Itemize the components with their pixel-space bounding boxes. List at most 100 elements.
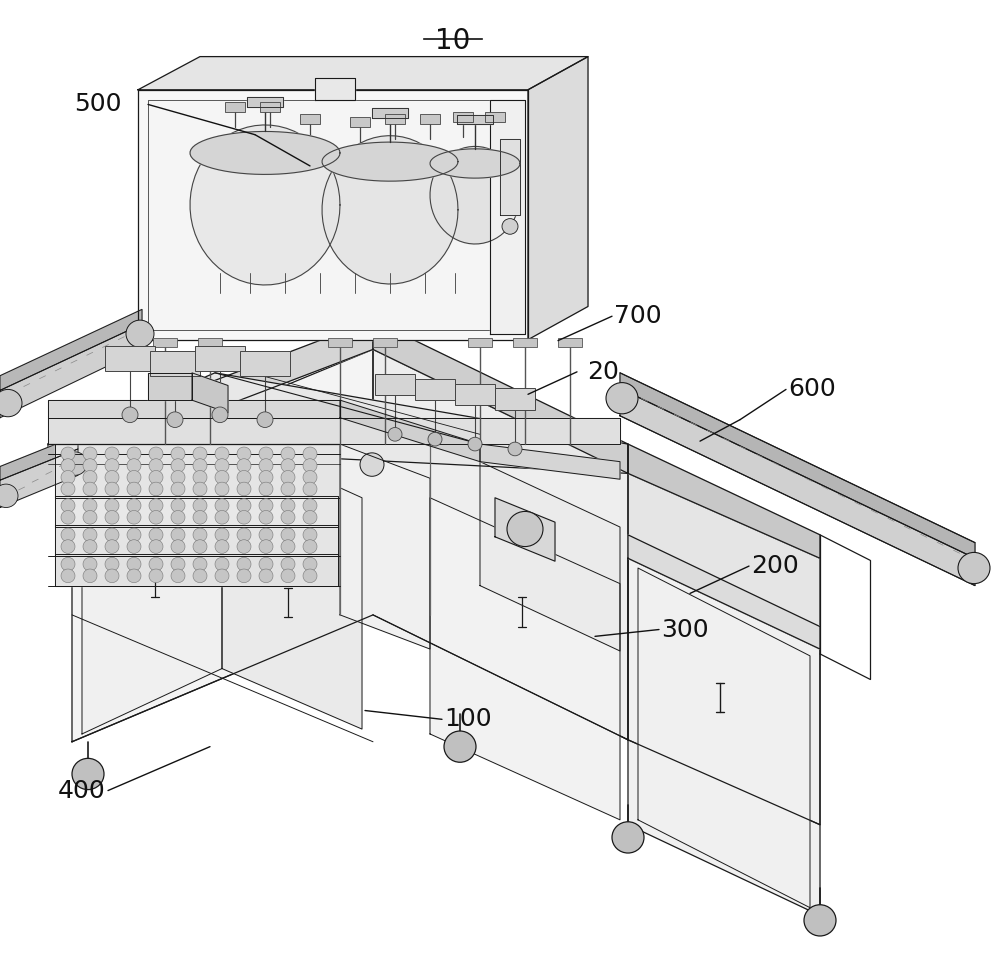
Circle shape [149, 499, 163, 512]
Circle shape [127, 540, 141, 553]
Circle shape [105, 447, 119, 461]
Circle shape [127, 459, 141, 472]
Circle shape [303, 510, 317, 524]
Circle shape [237, 540, 251, 553]
Text: 600: 600 [788, 378, 836, 401]
Circle shape [193, 510, 207, 524]
Circle shape [61, 569, 75, 583]
Circle shape [259, 569, 273, 583]
Circle shape [215, 540, 229, 553]
Bar [513, 338, 537, 347]
Circle shape [171, 557, 185, 571]
Circle shape [259, 470, 273, 484]
Circle shape [303, 470, 317, 484]
Circle shape [149, 470, 163, 484]
Circle shape [83, 540, 97, 553]
Text: 400: 400 [58, 779, 106, 802]
Circle shape [360, 453, 384, 476]
Text: 500: 500 [74, 93, 122, 116]
Circle shape [303, 459, 317, 472]
Circle shape [171, 447, 185, 461]
Circle shape [61, 510, 75, 524]
Circle shape [303, 528, 317, 542]
Circle shape [259, 510, 273, 524]
Circle shape [237, 482, 251, 496]
Polygon shape [480, 462, 620, 651]
Polygon shape [430, 498, 620, 820]
Circle shape [259, 459, 273, 472]
Bar [495, 388, 535, 410]
Circle shape [149, 459, 163, 472]
Bar [240, 351, 290, 376]
Circle shape [281, 499, 295, 512]
Circle shape [61, 540, 75, 553]
Circle shape [958, 552, 990, 584]
Circle shape [259, 447, 273, 461]
Bar [195, 346, 245, 371]
Circle shape [281, 470, 295, 484]
Circle shape [237, 459, 251, 472]
Bar [485, 112, 505, 122]
Circle shape [257, 412, 273, 427]
Circle shape [281, 447, 295, 461]
Text: 10: 10 [435, 27, 471, 56]
Circle shape [281, 540, 295, 553]
Circle shape [171, 510, 185, 524]
Circle shape [105, 470, 119, 484]
Circle shape [215, 470, 229, 484]
Polygon shape [373, 349, 628, 740]
Polygon shape [55, 496, 338, 527]
Circle shape [83, 459, 97, 472]
Circle shape [303, 540, 317, 553]
Circle shape [83, 470, 97, 484]
Polygon shape [148, 100, 518, 330]
Polygon shape [48, 400, 340, 418]
Circle shape [83, 499, 97, 512]
Polygon shape [0, 324, 142, 418]
Circle shape [149, 447, 163, 461]
Bar [373, 338, 397, 347]
Polygon shape [0, 309, 142, 390]
Polygon shape [190, 132, 340, 175]
Polygon shape [315, 78, 355, 100]
Circle shape [193, 540, 207, 553]
Text: 300: 300 [661, 618, 709, 641]
Polygon shape [192, 373, 228, 413]
Circle shape [444, 731, 476, 762]
Circle shape [259, 540, 273, 553]
Circle shape [127, 510, 141, 524]
Circle shape [193, 557, 207, 571]
Circle shape [127, 482, 141, 496]
Polygon shape [0, 435, 78, 480]
Circle shape [281, 482, 295, 496]
Circle shape [507, 511, 543, 547]
Polygon shape [48, 418, 620, 444]
Circle shape [171, 540, 185, 553]
Circle shape [171, 569, 185, 583]
Circle shape [122, 407, 138, 423]
Circle shape [502, 219, 518, 234]
Polygon shape [430, 149, 520, 178]
Polygon shape [628, 558, 820, 915]
Circle shape [149, 557, 163, 571]
Circle shape [237, 447, 251, 461]
Circle shape [83, 528, 97, 542]
Circle shape [63, 452, 87, 475]
Circle shape [127, 499, 141, 512]
Circle shape [61, 459, 75, 472]
Circle shape [237, 499, 251, 512]
Polygon shape [0, 449, 78, 508]
Circle shape [61, 482, 75, 496]
Polygon shape [628, 444, 820, 558]
Polygon shape [340, 400, 480, 462]
Circle shape [193, 470, 207, 484]
Polygon shape [72, 349, 373, 742]
Polygon shape [48, 373, 628, 473]
Polygon shape [495, 498, 555, 561]
Circle shape [281, 528, 295, 542]
Polygon shape [628, 535, 820, 649]
Bar [150, 351, 200, 376]
Text: 100: 100 [444, 708, 492, 731]
Bar [225, 102, 245, 112]
Circle shape [171, 470, 185, 484]
